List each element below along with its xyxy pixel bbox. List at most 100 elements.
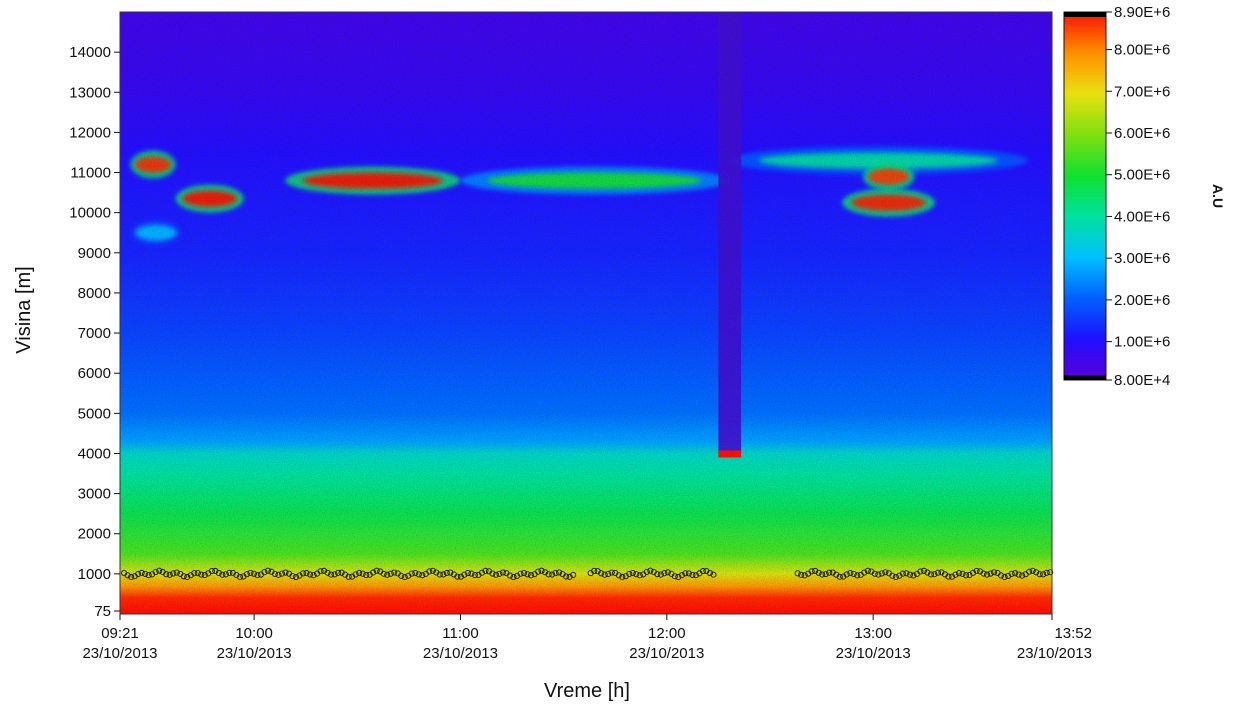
cloud-base-point xyxy=(215,569,222,577)
cloud-base-point xyxy=(671,573,678,580)
cloud-base-point xyxy=(454,573,461,580)
cloud-base-point xyxy=(264,567,271,574)
cloud-base-point xyxy=(703,567,710,575)
cloud-base-point xyxy=(222,571,229,578)
colorbar-scale xyxy=(1063,11,1107,381)
colorbar-tick-label: 8.00E+4 xyxy=(1114,372,1170,389)
cloud-base-point xyxy=(682,570,689,577)
cloud-base-point xyxy=(626,570,633,578)
cloud-base-point xyxy=(356,569,363,577)
cloud-base-point xyxy=(219,571,226,578)
cloud-base-point xyxy=(429,567,436,574)
cloud-base-point xyxy=(345,573,352,580)
cloud-base-point xyxy=(278,570,286,577)
cloud-base-point xyxy=(545,571,552,578)
cloud-base-point xyxy=(1019,572,1026,579)
cloud-base-point xyxy=(426,568,433,575)
cloud-base-point xyxy=(552,570,559,577)
cloud-base-point xyxy=(836,573,843,580)
cloud-base-point xyxy=(861,569,868,576)
colorbar-tick-label: 5.00E+6 xyxy=(1114,167,1170,184)
cloud-base-point xyxy=(447,569,454,576)
cloud-base-point xyxy=(138,569,145,576)
cloud-base-point xyxy=(692,572,699,579)
x-axis: 09:21 23/10/2013 10:00 23/10/2013 11:00 23/10… xyxy=(82,614,1092,662)
cloud-base-point xyxy=(657,571,664,578)
cloud-base-point xyxy=(619,573,626,581)
cloud-base-point xyxy=(699,568,706,575)
cloud-base-point xyxy=(1015,571,1022,578)
cloud-base-point xyxy=(927,571,934,578)
cloud-base-point xyxy=(208,568,215,575)
cloud-base-point xyxy=(510,573,517,581)
cloud-base-point xyxy=(496,570,503,577)
y-tick-label: 8000 xyxy=(78,285,111,302)
cloud-base-point xyxy=(492,571,500,578)
x-tick-label-time: 13:00 xyxy=(854,625,892,642)
cloud-base-point xyxy=(310,572,317,579)
cloud-base-point xyxy=(647,567,654,574)
colorbar-tick-label: 2.00E+6 xyxy=(1114,292,1170,309)
y-tick-label: 4000 xyxy=(78,445,111,462)
colorbar-tick-label: 1.00E+6 xyxy=(1114,334,1170,351)
cloud-base-point xyxy=(910,572,917,579)
x-tick-label-date: 23/10/2013 xyxy=(836,645,911,662)
cloud-base-point xyxy=(906,571,913,578)
cloud-base-point xyxy=(959,570,966,577)
cloud-base-point xyxy=(271,570,279,578)
cloud-base-point xyxy=(520,569,528,577)
cloud-base-point xyxy=(591,567,598,574)
cloud-base-point xyxy=(629,569,636,577)
colorbar: 8.90E+6 8.00E+6 7.00E+6 6.00E+6 5.00E+6 4.00E… xyxy=(1063,4,1226,389)
x-tick-label-date: 23/10/2013 xyxy=(82,645,157,662)
y-axis: 75 1000 2000 3000 4000 5000 6000 7000 8000 9000 10… xyxy=(69,44,120,620)
colorbar-ticks: 8.90E+6 8.00E+6 7.00E+6 6.00E+6 5.00E+6 4.00E… xyxy=(1064,4,1170,389)
cloud-base-point xyxy=(166,571,173,578)
x-axis-title: Vreme [h] xyxy=(544,680,630,702)
plot-frame xyxy=(119,11,1053,615)
cloud-base-point xyxy=(328,571,335,578)
cloud-base-point xyxy=(854,572,861,579)
cloud-base-point xyxy=(563,573,570,580)
cloud-base-point xyxy=(920,567,927,574)
cloud-base-point xyxy=(608,569,615,576)
x-tick-label-date: 23/10/2013 xyxy=(423,645,498,662)
cloud-base-point xyxy=(938,569,945,576)
cloud-base-point xyxy=(934,569,942,576)
cloud-base-point xyxy=(903,570,910,577)
cloud-base-point xyxy=(461,571,468,578)
cloud-base-point xyxy=(370,569,377,576)
cloud-base-point xyxy=(864,567,871,574)
cloud-base-point xyxy=(899,570,906,577)
cloud-base-point xyxy=(443,569,450,577)
cloud-base-point xyxy=(275,571,282,578)
x-tick-label-date: 23/10/2013 xyxy=(217,645,292,662)
cloud-base-point xyxy=(152,568,159,575)
cloud-base-point xyxy=(247,569,254,576)
cloud-base-point xyxy=(306,571,314,578)
x-tick-label-time: 10:00 xyxy=(235,625,273,642)
cloud-base-point xyxy=(173,569,180,576)
colorbar-tick-label: 8.00E+6 xyxy=(1114,42,1170,59)
cloud-base-point xyxy=(984,571,991,578)
colorbar-title: A.U xyxy=(1210,184,1226,208)
colorbar-tick-label: 7.00E+6 xyxy=(1114,83,1170,100)
cloud-base-point xyxy=(331,571,338,578)
x-tick-label-time: 09:21 xyxy=(101,625,139,642)
cloud-base-point xyxy=(373,567,380,574)
cloud-base-point xyxy=(570,571,577,579)
y-tick-label: 7000 xyxy=(78,325,111,342)
cloud-base-point xyxy=(128,573,135,581)
cloud-base-point xyxy=(338,569,345,576)
cloud-base-point xyxy=(598,570,605,577)
cloud-base-point xyxy=(282,569,289,576)
y-axis-title: Visina [m] xyxy=(13,266,35,353)
cloud-base-point xyxy=(969,569,977,576)
cloud-base-point xyxy=(1029,567,1036,574)
cloud-base-point xyxy=(664,569,671,576)
colorbar-tick-label: 4.00E+6 xyxy=(1114,208,1170,225)
cloud-base-point xyxy=(482,567,489,574)
y-tick-label: 13000 xyxy=(69,84,111,101)
cloud-base-point xyxy=(1026,568,1033,575)
cloud-base-point xyxy=(998,572,1005,579)
